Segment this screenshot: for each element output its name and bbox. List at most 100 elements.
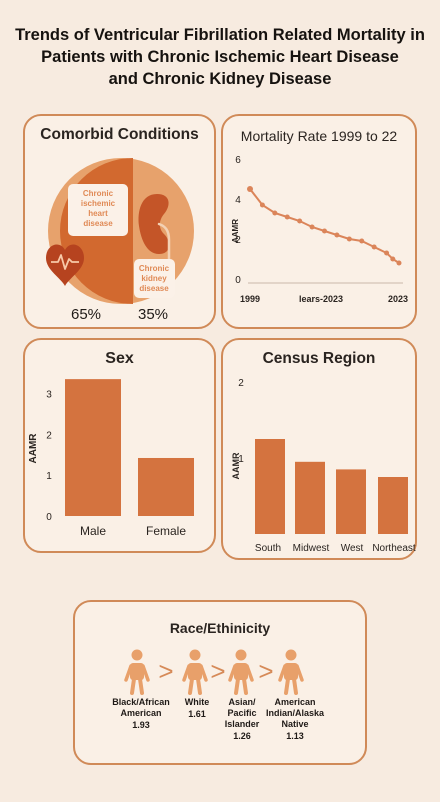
comorbid-panel: Comorbid Conditions Chronic ischemic heart…: [23, 114, 216, 329]
mortality-point: [284, 214, 290, 220]
comorbid-title: Comorbid Conditions: [40, 126, 199, 143]
race-group-label: White 1.61: [177, 697, 217, 720]
race-figure: > > >: [124, 649, 304, 695]
kidney-pct-label: 35%: [138, 306, 169, 323]
x-tick-label: Male: [80, 524, 106, 538]
race-group-label: American Indian/Alaska Native 1.13: [260, 697, 330, 742]
bar-male: [65, 379, 121, 516]
sex-panel: Sex 0 1 2 3 AAMR Male Female: [23, 338, 216, 553]
mortality-point: [309, 224, 315, 230]
x-tick-label: Northeast: [372, 543, 416, 554]
x-axis-label: lears-2023: [299, 294, 343, 304]
kidney-label-line: kidney: [141, 274, 167, 283]
kidney-label-line: disease: [139, 284, 169, 293]
y-tick-label: 1: [238, 454, 244, 465]
mortality-point: [297, 218, 303, 224]
race-label-line: Native: [281, 719, 309, 729]
mortality-point: [247, 186, 253, 192]
y-axis-label: AAMR: [231, 452, 241, 479]
sex-title: Sex: [105, 350, 134, 367]
y-tick-label: 6: [235, 155, 241, 166]
y-tick-label: 1: [46, 471, 52, 482]
mortality-point: [359, 238, 365, 244]
race-group-label: Asian/Pacific Islander 1.26: [217, 697, 267, 742]
race-label-line: 1.13: [286, 731, 304, 741]
race-label-line: Pacific: [227, 708, 257, 718]
title-line-1: Trends of Ventricular Fibrillation Relat…: [15, 26, 425, 44]
mortality-point: [334, 232, 340, 238]
heart-label-line: ischemic: [81, 199, 116, 208]
race-label-line: 1.93: [132, 720, 150, 730]
heart-label-line: disease: [83, 219, 113, 228]
y-tick-label: 2: [238, 378, 244, 389]
mortality-point: [259, 202, 265, 208]
race-label-line: 1.61: [188, 709, 206, 719]
person-icon: [182, 649, 208, 695]
race-panel: Race/Ethinicity > > > Black/African America…: [73, 600, 367, 765]
heart-label-box: [68, 184, 128, 236]
bar-midwest: [295, 461, 325, 534]
x-tick-label: South: [255, 543, 281, 554]
region-title: Census Region: [262, 350, 376, 367]
race-title: Race/Ethinicity: [169, 620, 271, 636]
greater-than-separator: >: [158, 656, 173, 686]
y-tick-label: 3: [46, 389, 52, 400]
race-label-line: Black/African: [112, 697, 170, 707]
bar-south: [255, 439, 285, 534]
heart-icon: [46, 244, 84, 286]
race-label-line: 1.26: [233, 731, 251, 741]
greater-than-separator: >: [258, 656, 273, 686]
y-tick-label: 0: [235, 275, 241, 286]
y-axis-label: AAMR: [28, 433, 39, 464]
mortality-panel: Mortality Rate 1999 to 22 0 2 4 6 AAMR 1999 le…: [221, 114, 417, 329]
page-title: Trends of Ventricular Fibrillation Relat…: [10, 24, 430, 90]
bar-northeast: [378, 477, 408, 534]
person-icon: [124, 649, 150, 695]
y-tick-label: 0: [46, 512, 52, 523]
x-tick-label-end: 2023: [388, 294, 408, 304]
mortality-point: [371, 244, 377, 250]
y-tick-label: 2: [46, 430, 52, 441]
kidney-label-line: Chronic: [139, 264, 170, 273]
mortality-point: [346, 236, 352, 242]
person-icon: [228, 649, 254, 695]
race-label-line: Asian/: [228, 697, 256, 707]
y-axis-label: AAMR: [231, 219, 240, 243]
title-line-2: Patients with Chronic Ischemic Heart Dis…: [41, 48, 399, 66]
bar-female: [138, 457, 194, 516]
race-label-line: Indian/Alaska: [265, 708, 325, 718]
heart-pct-label: 65%: [71, 306, 102, 323]
x-tick-label: West: [341, 543, 364, 554]
mortality-point: [384, 250, 390, 256]
y-tick-label: 2: [235, 235, 241, 246]
kidney-label-box: [134, 259, 175, 298]
y-tick-label: 4: [235, 195, 241, 206]
heart-label-line: Chronic: [83, 189, 114, 198]
region-panel: Census Region 1 2 AAMR South Midwest West Nort…: [221, 338, 417, 560]
greater-than-separator: >: [210, 656, 225, 686]
heart-label-line: heart: [88, 209, 108, 218]
mortality-point: [390, 256, 396, 262]
region-chart: 1 2 AAMR South Midwest West Northeast: [231, 378, 416, 554]
title-line-3: and Chronic Kidney Disease: [108, 70, 332, 88]
mortality-title: Mortality Rate 1999 to 22: [240, 128, 398, 144]
bar-west: [336, 469, 366, 534]
mortality-chart: 0 2 4 6 AAMR 1999 lears-2023 2023: [231, 155, 408, 304]
sex-chart: 0 1 2 3 AAMR Male Female: [28, 379, 194, 538]
mortality-point: [322, 228, 327, 234]
race-label-line: Islander: [224, 719, 260, 729]
mortality-point: [272, 210, 278, 216]
x-tick-label-start: 1999: [240, 294, 260, 304]
race-group-label: Black/African American 1.93: [111, 697, 171, 731]
x-tick-label: Midwest: [293, 543, 330, 554]
mortality-series-line: [249, 188, 400, 264]
mortality-point: [396, 260, 402, 266]
x-tick-label: Female: [146, 524, 186, 538]
person-icon: [278, 649, 304, 695]
race-label-line: American: [274, 697, 316, 707]
kidney-icon: [138, 194, 171, 268]
race-label-line: White: [184, 697, 210, 707]
